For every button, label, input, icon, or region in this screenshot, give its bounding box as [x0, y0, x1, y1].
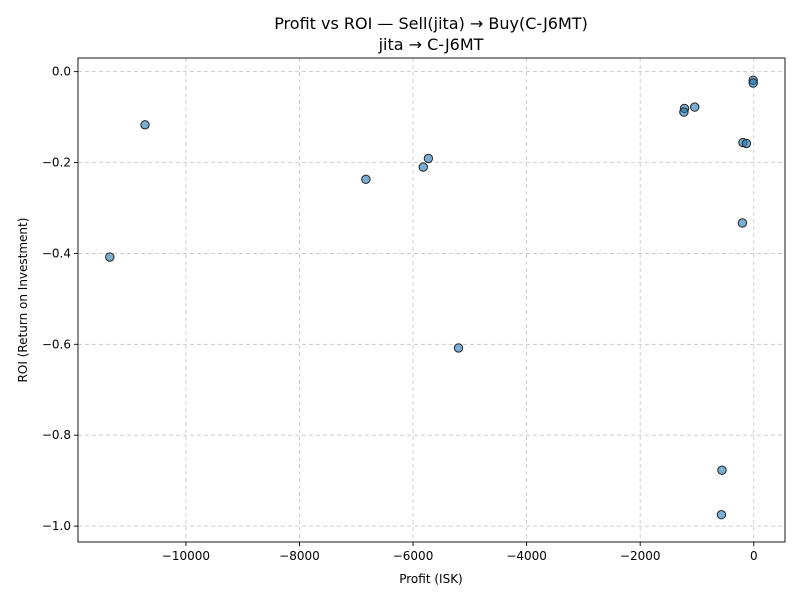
data-point — [741, 138, 752, 149]
data-point — [716, 510, 727, 520]
data-point — [690, 102, 700, 112]
data-point — [140, 120, 150, 130]
data-point — [361, 174, 371, 185]
data-point — [737, 218, 748, 228]
data-point — [679, 107, 689, 117]
y-tick-label: −0.4 — [42, 246, 71, 260]
x-axis-label: Profit (ISK) — [399, 572, 463, 586]
x-axis: −10000 −8000 −6000 −4000 −2000 0 — [162, 542, 758, 563]
y-tick-label: −0.8 — [42, 428, 71, 442]
data-point — [423, 153, 434, 164]
x-tick-label: −4000 — [506, 549, 547, 563]
y-tick-label: −0.2 — [42, 156, 71, 170]
y-tick-label: 0.0 — [52, 65, 71, 79]
y-axis-label: ROI (Return on Investment) — [16, 218, 30, 383]
x-tick-label: 0 — [750, 549, 758, 563]
x-tick-label: −8000 — [279, 549, 320, 563]
data-point — [717, 465, 727, 475]
grid-layer — [78, 58, 785, 542]
y-tick-label: −1.0 — [42, 519, 71, 533]
x-tick-label: −2000 — [620, 549, 661, 563]
chart-subtitle: jita → C-J6MT — [378, 35, 484, 54]
y-axis: −1.0 −0.8 −0.6 −0.4 −0.2 0.0 — [42, 65, 78, 533]
y-tick-label: −0.6 — [42, 337, 71, 351]
data-point — [105, 252, 115, 262]
plot-frame — [77, 57, 786, 543]
x-tick-label: −6000 — [393, 549, 434, 563]
points-layer — [105, 75, 758, 520]
x-tick-label: −10000 — [162, 549, 210, 563]
chart-title: Profit vs ROI — Sell(jita) → Buy(C-J6MT) — [274, 14, 588, 33]
data-point — [453, 343, 464, 353]
data-point — [748, 78, 758, 88]
data-point — [418, 162, 428, 172]
